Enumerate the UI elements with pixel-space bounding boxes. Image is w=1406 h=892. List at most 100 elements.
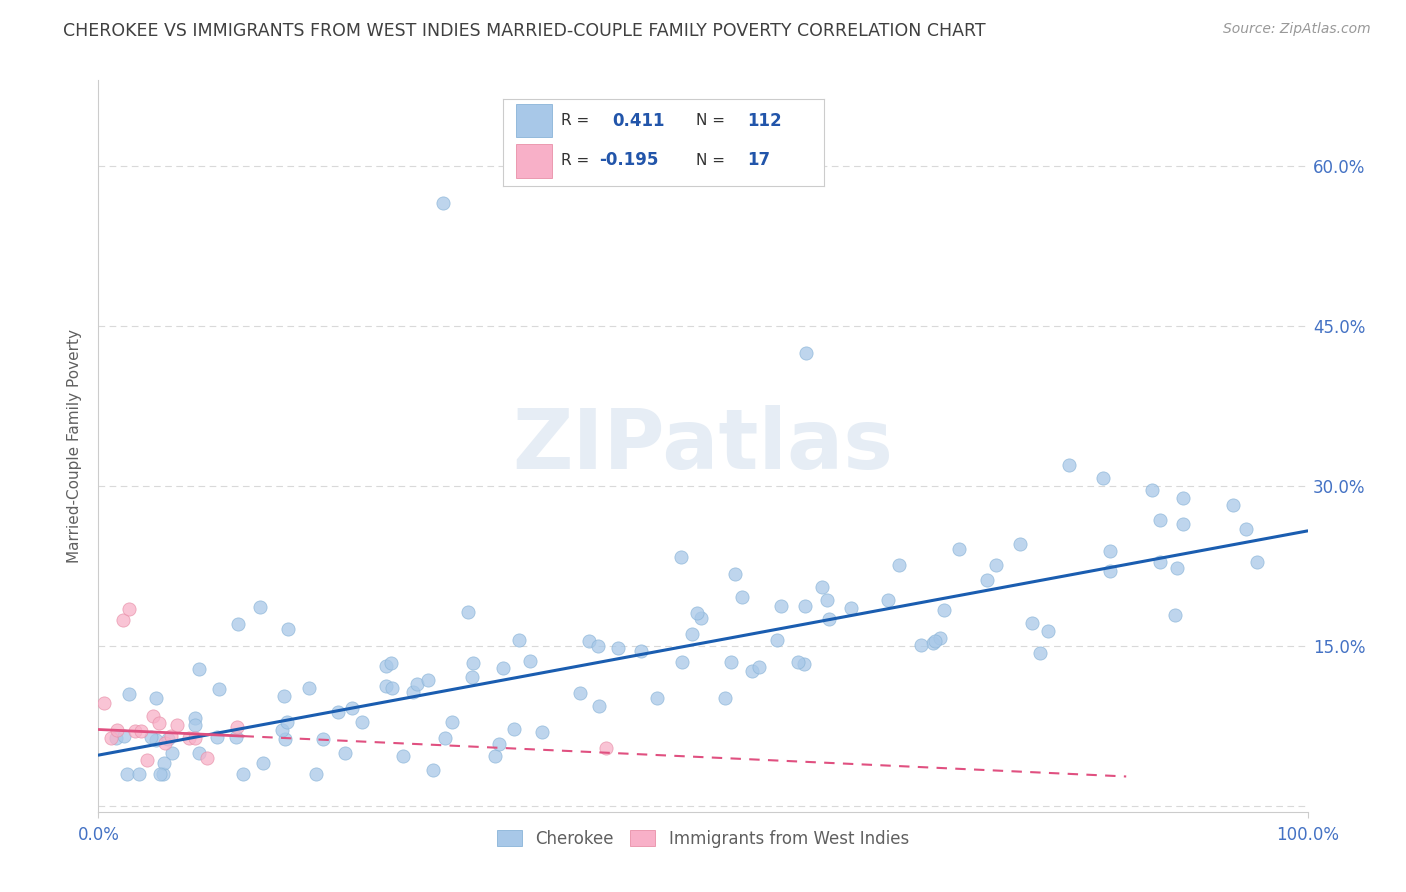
Point bbox=[271, 723, 294, 738]
Point bbox=[877, 593, 900, 607]
Point bbox=[406, 676, 429, 690]
Point bbox=[152, 756, 174, 771]
Point bbox=[586, 639, 609, 653]
Point bbox=[274, 732, 297, 747]
Point bbox=[432, 196, 454, 211]
Point bbox=[1140, 483, 1163, 497]
Point bbox=[1010, 537, 1032, 551]
Point bbox=[910, 638, 932, 652]
Point bbox=[769, 599, 792, 613]
Point bbox=[502, 722, 524, 736]
Point bbox=[787, 655, 810, 669]
Point bbox=[1098, 564, 1121, 578]
Point bbox=[815, 593, 838, 607]
Point bbox=[588, 699, 610, 714]
Point bbox=[461, 670, 484, 684]
Point bbox=[160, 729, 183, 743]
Point bbox=[100, 731, 122, 745]
Point bbox=[645, 691, 668, 706]
Point bbox=[118, 602, 141, 616]
Point bbox=[730, 590, 752, 604]
Point bbox=[948, 542, 970, 557]
Point bbox=[148, 715, 170, 730]
Text: CHEROKEE VS IMMIGRANTS FROM WEST INDIES MARRIED-COUPLE FAMILY POVERTY CORRELATIO: CHEROKEE VS IMMIGRANTS FROM WEST INDIES … bbox=[63, 22, 986, 40]
Point bbox=[720, 655, 742, 669]
Point bbox=[685, 606, 707, 620]
Point bbox=[232, 767, 254, 781]
Point bbox=[142, 708, 165, 723]
Point bbox=[350, 714, 373, 729]
Point bbox=[129, 724, 152, 739]
Point bbox=[252, 756, 274, 771]
Point bbox=[184, 718, 207, 732]
Y-axis label: Married-Couple Family Poverty: Married-Couple Family Poverty bbox=[67, 329, 83, 563]
Point bbox=[1246, 555, 1268, 569]
Point bbox=[333, 746, 356, 760]
Point bbox=[595, 740, 617, 755]
Point bbox=[1222, 498, 1244, 512]
Point bbox=[530, 725, 553, 739]
Point bbox=[461, 656, 484, 670]
Point bbox=[160, 746, 183, 760]
Point bbox=[205, 730, 228, 744]
Point bbox=[766, 632, 789, 647]
Point bbox=[298, 681, 321, 695]
Point bbox=[135, 753, 157, 767]
Point bbox=[375, 679, 398, 693]
Point bbox=[105, 731, 128, 745]
Point bbox=[1166, 560, 1188, 574]
Point bbox=[340, 701, 363, 715]
Point bbox=[328, 705, 350, 719]
Point bbox=[111, 613, 134, 627]
Point bbox=[811, 580, 834, 594]
Point bbox=[1021, 616, 1043, 631]
Point bbox=[1036, 624, 1059, 638]
Point bbox=[422, 764, 444, 778]
Point bbox=[457, 605, 479, 619]
Point bbox=[249, 599, 271, 614]
Point bbox=[491, 661, 513, 675]
Point bbox=[1099, 544, 1122, 558]
Point bbox=[817, 612, 839, 626]
Point bbox=[794, 599, 817, 613]
Point bbox=[416, 673, 439, 687]
Text: Source: ZipAtlas.com: Source: ZipAtlas.com bbox=[1223, 22, 1371, 37]
Point bbox=[187, 662, 209, 676]
Point bbox=[671, 656, 693, 670]
Point bbox=[839, 601, 862, 615]
Point bbox=[1163, 608, 1185, 623]
Point bbox=[578, 634, 600, 648]
Point bbox=[139, 730, 162, 744]
Point bbox=[508, 632, 530, 647]
Point bbox=[184, 731, 207, 745]
Point bbox=[519, 654, 541, 668]
Point bbox=[105, 723, 128, 737]
Point bbox=[305, 767, 328, 781]
Point bbox=[276, 714, 298, 729]
Point bbox=[93, 696, 115, 710]
Point bbox=[187, 746, 209, 760]
Point bbox=[748, 660, 770, 674]
Point bbox=[312, 731, 335, 746]
Point bbox=[208, 681, 231, 696]
Point bbox=[1057, 458, 1080, 472]
Point bbox=[380, 656, 402, 670]
Point bbox=[226, 720, 249, 734]
Point bbox=[1234, 522, 1257, 536]
Point bbox=[153, 735, 176, 749]
Point bbox=[1149, 513, 1171, 527]
Point bbox=[152, 767, 174, 781]
Point bbox=[976, 573, 998, 587]
Point bbox=[690, 611, 713, 625]
Point bbox=[184, 711, 207, 725]
Point bbox=[112, 729, 135, 743]
Point bbox=[724, 567, 747, 582]
Point bbox=[484, 749, 506, 764]
Point bbox=[1149, 555, 1171, 569]
Point bbox=[226, 616, 249, 631]
Point bbox=[1171, 516, 1194, 531]
Point bbox=[145, 732, 167, 747]
Point bbox=[117, 767, 139, 781]
Point bbox=[569, 686, 592, 700]
Point bbox=[630, 644, 652, 658]
